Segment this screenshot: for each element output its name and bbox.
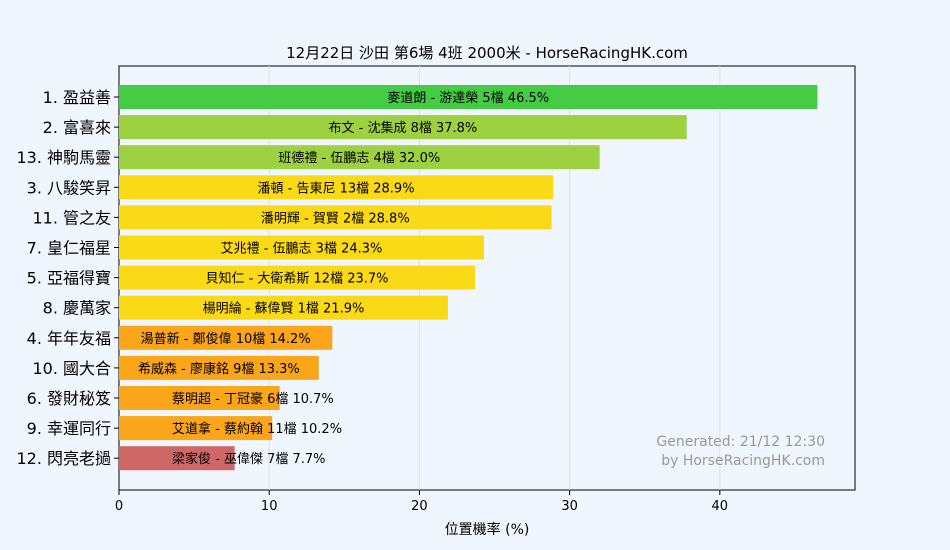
y-category-label: 5. 亞福得寶: [27, 269, 111, 288]
watermark-line-1: Generated: 21/12 12:30: [656, 434, 825, 450]
bar-label: 班德禮 - 伍鵬志 4檔 32.0%: [278, 151, 440, 166]
bar: [119, 235, 484, 260]
bar: [119, 145, 600, 170]
bar: [119, 295, 448, 320]
x-axis-label: 位置機率 (%): [445, 521, 530, 538]
y-category-label: 6. 發財秘笈: [27, 389, 111, 408]
y-category-label: 13. 神駒馬靈: [16, 148, 111, 167]
bar-label: 布文 - 沈集成 8檔 37.8%: [328, 120, 477, 136]
x-tick-label: 30: [561, 499, 578, 514]
bar-label: 艾兆禮 - 伍鵬志 3檔 24.3%: [221, 242, 383, 257]
bar: [119, 355, 319, 380]
bar-label: 麥道朗 - 游達榮 5檔 46.5%: [387, 90, 549, 106]
bar: [119, 446, 235, 471]
x-tick-label: 10: [261, 499, 278, 514]
chart-title: 12月22日 沙田 第6場 4班 2000米 - HorseRacingHK.c…: [286, 44, 688, 62]
bar-label: 楊明綸 - 蘇偉賢 1檔 21.9%: [203, 301, 365, 317]
y-category-label: 4. 年年友福: [27, 329, 111, 348]
watermark-line-2: by HorseRacingHK.com: [661, 453, 825, 469]
y-category-label: 11. 管之友: [32, 208, 111, 227]
y-category-label: 9. 幸運同行: [27, 419, 111, 438]
y-axis-categories: 1. 盈益善 2. 富喜來 13. 神駒馬靈 3. 八駿笑昇 11. 管之友 7. 皇仁福…: [16, 88, 119, 468]
bar-label: 貝知仁 - 大衛希斯 12檔 23.7%: [205, 271, 388, 287]
y-category-label: 1. 盈益善: [43, 88, 111, 107]
bar-label: 湯普新 - 鄭俊偉 10檔 14.2%: [141, 331, 311, 347]
bar-label: 艾道拿 - 蔡約翰 11檔 10.2%: [172, 421, 342, 437]
y-category-label: 7. 皇仁福星: [27, 239, 111, 258]
bar-labels: 麥道朗 - 游達榮 5檔 46.5% 布文 - 沈集成 8檔 37.8% 班德禮 -…: [138, 90, 549, 467]
bar: [119, 416, 273, 441]
y-category-label: 8. 慶萬家: [43, 299, 111, 318]
bars: [119, 85, 818, 471]
x-axis-ticks: 0 10 20 30 40: [115, 490, 728, 514]
bar-label: 梁家俊 - 巫偉傑 7檔 7.7%: [172, 451, 326, 467]
bar-label: 希威森 - 廖康銘 9檔 13.3%: [138, 361, 300, 377]
bar: [119, 265, 475, 290]
bar: [119, 175, 554, 200]
bar-label: 蔡明超 - 丁冠豪 6檔 10.7%: [172, 391, 334, 407]
bar: [119, 205, 552, 230]
bar: [119, 325, 333, 350]
bar: [119, 386, 280, 410]
bar: [119, 85, 818, 109]
bar-label: 潘頓 - 告東尼 13檔 28.9%: [258, 180, 415, 196]
y-category-label: 10. 國大合: [32, 359, 111, 378]
x-tick-label: 40: [712, 499, 729, 514]
x-tick-label: 0: [115, 499, 123, 514]
y-category-label: 2. 富喜來: [43, 118, 111, 137]
bar-label: 潘明輝 - 賀賢 2檔 28.8%: [261, 211, 410, 226]
bar: [119, 115, 687, 140]
y-category-label: 12. 閃亮老撾: [16, 449, 111, 468]
x-tick-label: 20: [411, 499, 428, 514]
y-category-label: 3. 八駿笑昇: [27, 178, 111, 197]
